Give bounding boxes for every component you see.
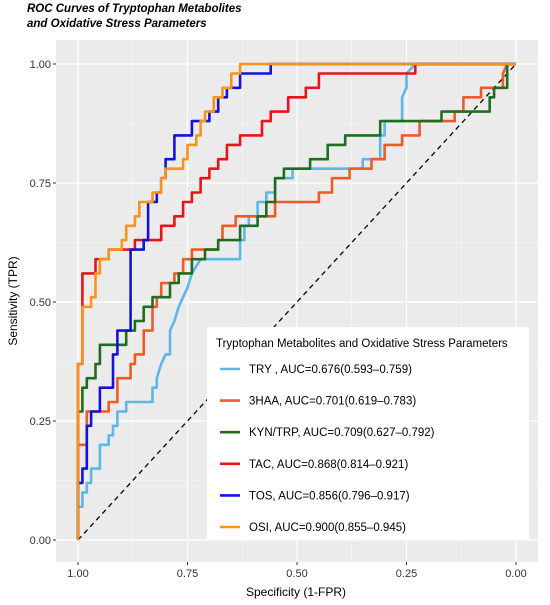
x-tick-label: 0.75 [177,568,198,580]
legend-box [207,327,529,539]
legend-items: TRY , AUC=0.676(0.593–0.759) 3HAA, AUC=0.… [220,364,435,534]
y-tick-label: 0.25 [30,416,51,428]
legend-label-5: OSI, AUC=0.900(0.855–0.945) [249,522,406,534]
y-axis-title: Sensitivity (TPR) [6,256,20,345]
series-layer [76,62,516,540]
series-line-5 [76,62,516,540]
legend-label-4: TOS, AUC=0.856(0.796–0.917) [249,490,410,502]
chart-title-line1: ROC Curves of Tryptophan Metabolites [27,3,241,15]
legend-title: Tryptophan Metabolites and Oxidative Str… [216,338,508,350]
series-line-2 [76,62,516,540]
legend-label-3: TAC, AUC=0.868(0.814–0.921) [249,459,408,471]
x-axis-title: Specificity (1-FPR) [246,585,346,599]
legend-label-0: TRY , AUC=0.676(0.593–0.759) [249,364,412,376]
x-tick-label: 1.00 [67,568,88,580]
chart-title-line2: and Oxidative Stress Parameters [27,18,207,30]
x-tick-label: 0.00 [505,568,526,580]
x-tick-label: 0.50 [286,568,307,580]
y-tick-label: 1.00 [30,59,51,71]
legend-label-2: KYN/TRP, AUC=0.709(0.627–0.792) [249,427,435,439]
x-tick-label: 0.25 [396,568,417,580]
y-tick-label: 0.75 [30,178,51,190]
y-tick-label: 0.50 [30,297,51,309]
legend-label-1: 3HAA, AUC=0.701(0.619–0.783) [249,396,416,408]
y-tick-label: 0.00 [30,535,51,547]
legend: Tryptophan Metabolites and Oxidative Str… [207,327,529,539]
x-axis-ticks: 1.00 0.75 0.50 0.25 0.00 [67,562,527,580]
y-axis-ticks: 0.00 0.25 0.50 0.75 1.00 [30,59,56,547]
